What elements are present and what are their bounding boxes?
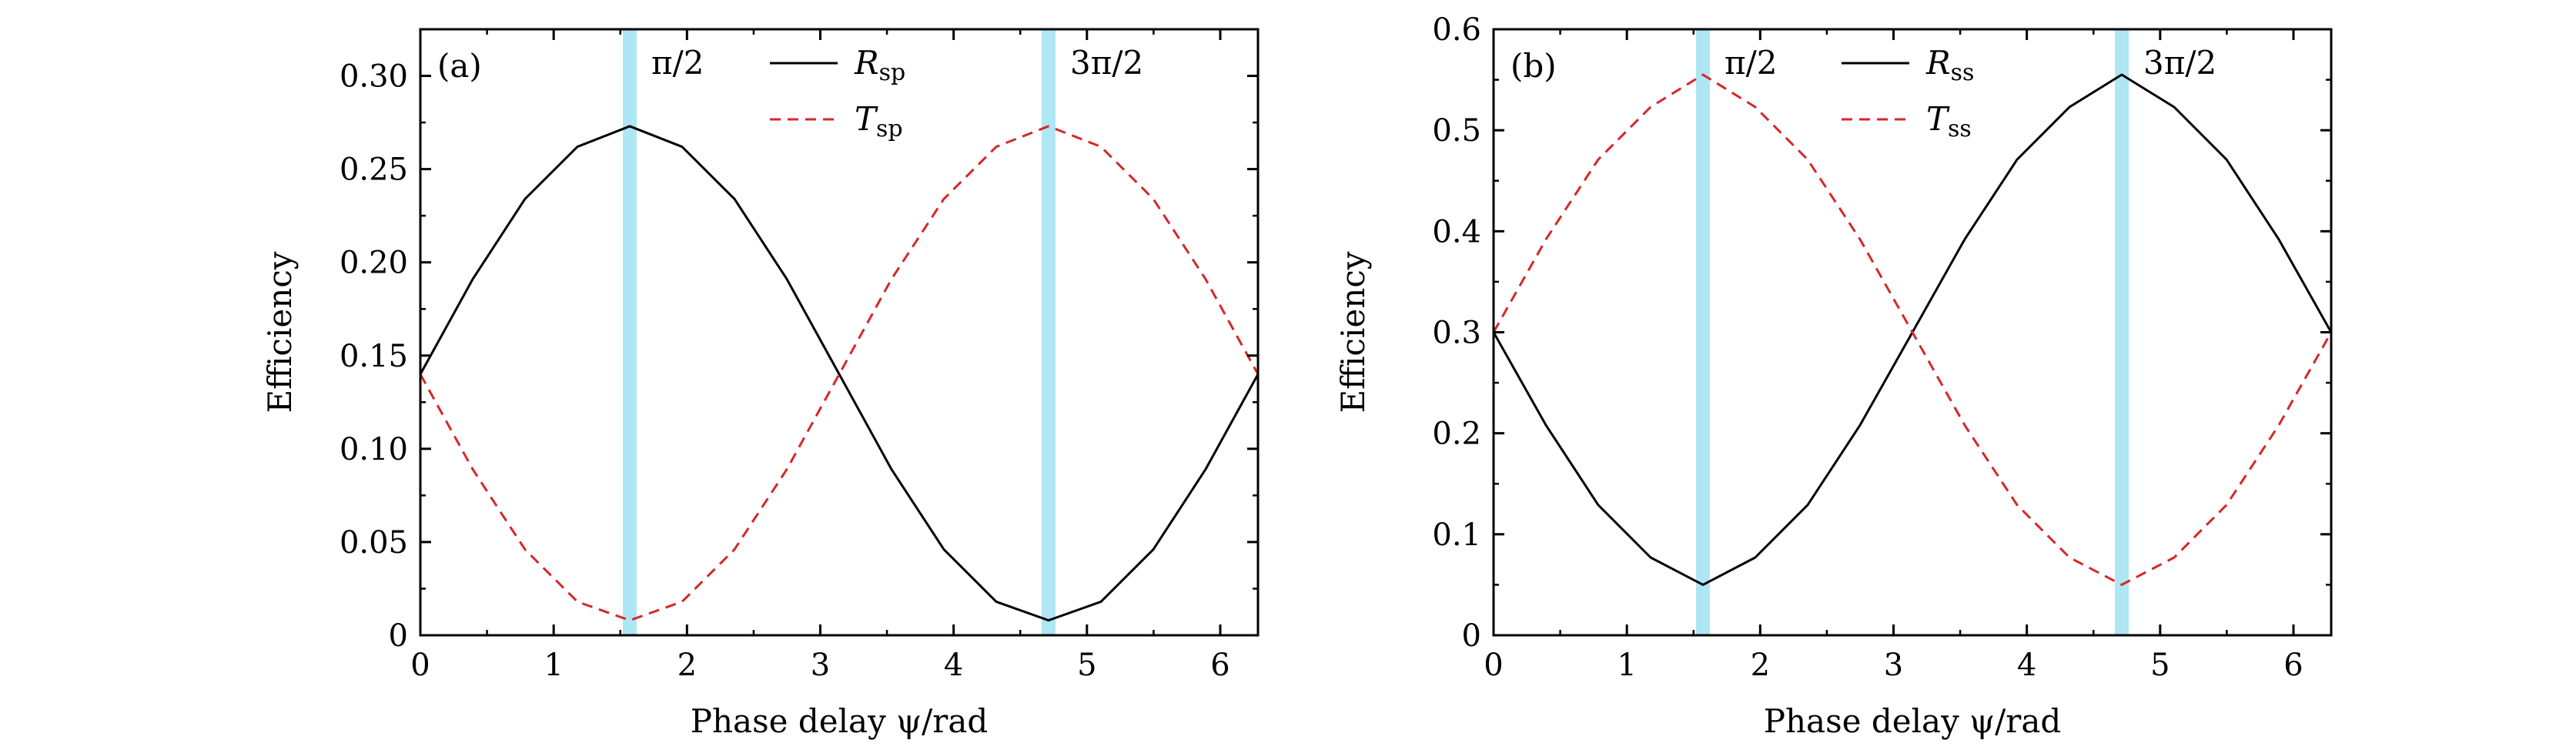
y-axis-label: Efficiency bbox=[261, 251, 299, 413]
y-tick-label: 0.3 bbox=[1432, 316, 1481, 351]
legend-entry: Rsp bbox=[854, 44, 905, 86]
y-tick-label: 0.5 bbox=[1432, 113, 1481, 149]
phase-marker-label: π/2 bbox=[651, 44, 704, 82]
chart-panel-2: 0 1 2 3 4 5 6 0 0.1 0.2 0.3 0.4 0.5 0.6 Phase delay ψ/… bbox=[1334, 12, 2333, 740]
x-tick-label: 4 bbox=[944, 648, 963, 683]
legend-entry: Tsp bbox=[855, 100, 903, 142]
legend-entry: Tss bbox=[1926, 100, 1972, 142]
series-line-Tsp bbox=[420, 125, 1258, 622]
y-tick-label: 0.15 bbox=[340, 339, 408, 374]
y-tick-label: 0.4 bbox=[1432, 214, 1481, 249]
phase-marker-band bbox=[1042, 29, 1056, 635]
plot-frame bbox=[419, 28, 1260, 637]
chart-panel-1: 0 1 2 3 4 5 6 0 0.05 0.10 0.15 0.20 0.25 0.30 Phase de… bbox=[261, 28, 1260, 740]
y-tick-label: 0 bbox=[1462, 618, 1481, 654]
x-axis-label: Phase delay ψ/rad bbox=[691, 702, 989, 740]
y-tick-label: 0.05 bbox=[340, 525, 408, 561]
phase-marker-label: 3π/2 bbox=[2143, 44, 2216, 82]
y-tick-label: 0.20 bbox=[340, 246, 408, 281]
panel-label: (a) bbox=[437, 47, 482, 85]
x-tick-label: 3 bbox=[811, 648, 830, 683]
series-line-Rss bbox=[1494, 73, 2331, 586]
x-tick-label: 0 bbox=[410, 648, 430, 683]
x-tick-label: 2 bbox=[677, 648, 697, 683]
x-tick-label: 4 bbox=[2017, 648, 2036, 683]
x-tick-label: 6 bbox=[1210, 648, 1229, 683]
series-line-Tss bbox=[1494, 73, 2331, 586]
y-tick-label: 0.25 bbox=[340, 152, 408, 188]
x-tick-label: 6 bbox=[2283, 648, 2303, 683]
x-tick-label: 3 bbox=[1884, 648, 1903, 683]
y-tick-label: 0.1 bbox=[1432, 517, 1481, 553]
x-tick-label: 2 bbox=[1751, 648, 1770, 683]
y-axis-label: Efficiency bbox=[1334, 251, 1372, 413]
phase-marker-band bbox=[1696, 29, 1711, 635]
x-tick-label: 5 bbox=[2150, 648, 2170, 683]
y-tick-label: 0.30 bbox=[340, 59, 408, 95]
x-tick-label: 5 bbox=[1077, 648, 1096, 683]
phase-marker-label: 3π/2 bbox=[1070, 44, 1143, 82]
x-axis-label: Phase delay ψ/rad bbox=[1764, 702, 2062, 740]
phase-marker-band bbox=[623, 29, 637, 635]
series-line-Rsp bbox=[420, 125, 1258, 622]
phase-marker-band bbox=[2115, 29, 2129, 635]
y-tick-label: 0.2 bbox=[1432, 417, 1481, 452]
x-tick-label: 0 bbox=[1484, 648, 1503, 683]
y-tick-label: 0 bbox=[389, 618, 408, 654]
y-tick-label: 0.10 bbox=[340, 432, 408, 467]
phase-marker-label: π/2 bbox=[1725, 44, 1777, 82]
x-tick-label: 1 bbox=[1617, 648, 1636, 683]
y-tick-label: 0.6 bbox=[1432, 12, 1481, 48]
x-tick-label: 1 bbox=[544, 648, 563, 683]
legend-entry: Rss bbox=[1925, 44, 1974, 86]
panel-label: (b) bbox=[1510, 47, 1557, 85]
